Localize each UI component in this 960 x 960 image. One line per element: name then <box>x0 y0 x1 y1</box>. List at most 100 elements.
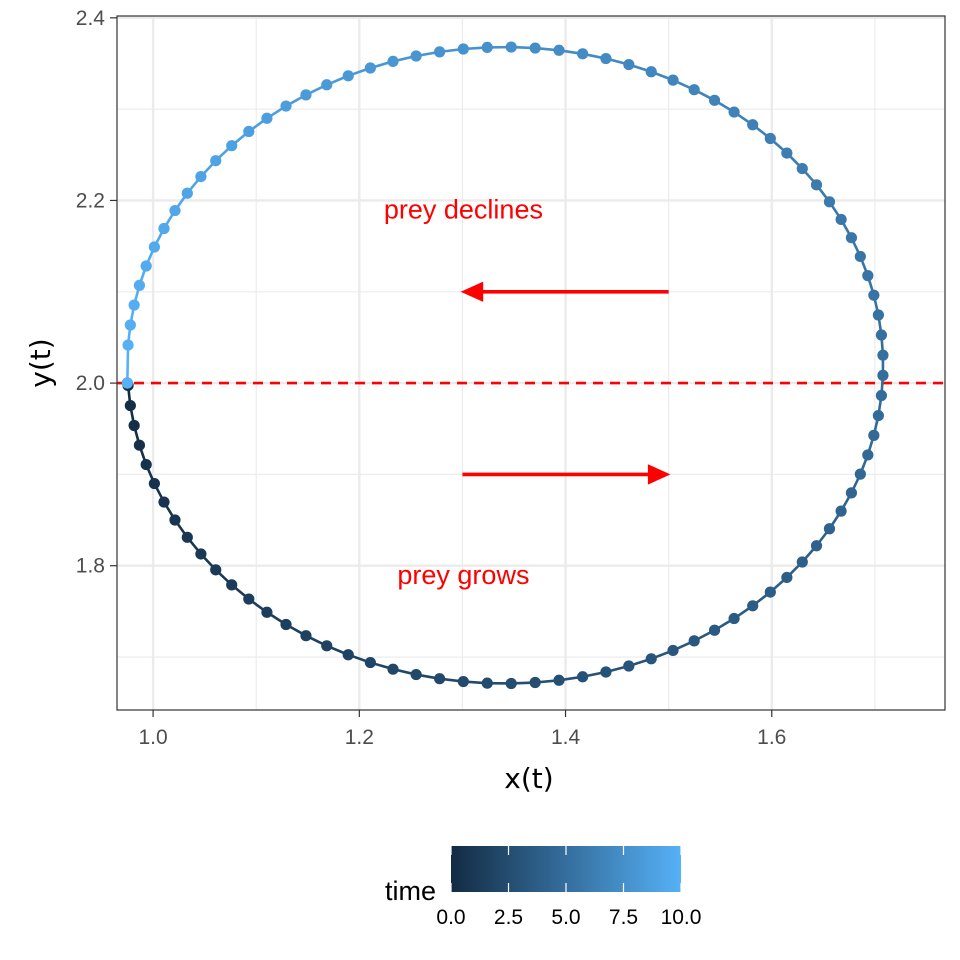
orbit-point <box>364 656 376 669</box>
orbit-point <box>796 556 808 568</box>
orbit-point <box>128 419 140 432</box>
orbit-point <box>261 606 273 618</box>
direction-arrows <box>460 281 671 485</box>
orbit-point <box>158 222 170 235</box>
orbit-point <box>577 671 589 683</box>
orbit-points <box>121 41 889 690</box>
orbit-point <box>387 55 399 67</box>
orbit-point <box>810 540 823 552</box>
legend-ticks: 0.0 2.5 5.0 7.5 10.0 <box>436 846 701 929</box>
orbit-point <box>342 649 354 661</box>
legend-tick-label: 10.0 <box>661 906 702 929</box>
orbit-point <box>623 660 635 672</box>
orbit-point <box>667 74 679 86</box>
orbit-point <box>387 663 399 675</box>
orbit-point <box>321 79 333 91</box>
orbit-point <box>133 279 146 291</box>
orbit-point <box>457 675 469 688</box>
orbit-point <box>529 42 541 54</box>
orbit-point <box>505 677 517 690</box>
orbit-point <box>577 48 589 60</box>
orbit-point <box>124 319 136 331</box>
orbit-point <box>226 579 238 591</box>
y-tick-label: 2.2 <box>76 189 105 212</box>
legend-tick-label: 7.5 <box>609 906 638 929</box>
orbit-point <box>781 571 793 584</box>
orbit-point <box>854 468 866 480</box>
orbit-point <box>169 204 181 217</box>
legend-tick-label: 2.5 <box>494 906 523 929</box>
orbit-point <box>321 640 333 652</box>
orbit-point <box>364 62 376 74</box>
annotation-prey-declines: prey declines <box>384 195 543 225</box>
orbit-point <box>823 196 836 208</box>
orbit-point <box>342 70 354 82</box>
orbit-point <box>868 429 880 441</box>
orbit-point <box>877 349 889 361</box>
orbit-point <box>140 458 152 471</box>
legend-tick-label: 5.0 <box>551 906 580 929</box>
orbit-point <box>747 600 759 612</box>
orbit-point <box>764 586 776 598</box>
orbit-point <box>708 624 721 636</box>
orbit-point <box>645 653 657 665</box>
orbit-point <box>872 409 884 422</box>
orbit-point <box>410 50 422 62</box>
y-tick-label: 2.4 <box>76 7 106 30</box>
orbit-point <box>148 241 160 253</box>
orbit-point <box>433 673 446 685</box>
plot-panel-border <box>116 15 946 711</box>
orbit-point <box>623 58 635 71</box>
orbit-point <box>195 548 207 560</box>
orbit-point <box>600 666 612 678</box>
orbit-point <box>875 329 888 341</box>
x-tick-label: 1.6 <box>757 726 786 749</box>
orbit-point <box>410 668 422 681</box>
color-legend: time 0.0 2.5 5.0 7.5 10.0 <box>385 846 701 929</box>
plot-panel-background <box>117 16 945 710</box>
orbit-point <box>226 140 238 152</box>
orbit-point <box>862 270 874 282</box>
orbit-point <box>708 94 721 106</box>
orbit-point <box>433 46 446 58</box>
orbit-point <box>877 369 889 381</box>
orbit-point <box>148 477 160 490</box>
orbit-point <box>128 299 140 311</box>
orbit-point <box>121 377 133 389</box>
y-tick-label: 1.8 <box>76 555 105 578</box>
orbit-point <box>210 155 222 167</box>
arrow-head <box>460 281 484 302</box>
legend-tick-label: 0.0 <box>436 906 465 929</box>
orbit-point <box>796 162 808 175</box>
orbit-point <box>823 523 836 535</box>
orbit-point <box>457 43 469 55</box>
orbit-point <box>169 514 181 526</box>
orbit-point <box>845 232 858 244</box>
x-axis-title: x(t) <box>504 762 553 795</box>
y-axis-title: y(t) <box>24 338 57 387</box>
orbit-point <box>810 179 823 191</box>
orbit-point <box>781 147 793 159</box>
orbit-point <box>300 630 312 642</box>
orbit-point <box>481 41 493 54</box>
orbit-point <box>122 339 134 351</box>
orbit-point <box>140 260 152 272</box>
orbit-point <box>124 399 136 412</box>
orbit-point <box>875 389 888 402</box>
orbit-point <box>261 112 273 124</box>
orbit-point <box>553 674 565 686</box>
orbit-point <box>728 612 740 625</box>
annotation-prey-grows: prey grows <box>397 560 529 590</box>
orbit-point <box>764 132 776 145</box>
orbit-point <box>280 618 292 631</box>
orbit-point <box>845 487 858 499</box>
orbit-segment <box>126 343 130 385</box>
orbit-point <box>688 84 700 96</box>
orbit-point <box>133 439 146 451</box>
orbit-point <box>195 170 207 183</box>
orbit-point <box>300 89 312 101</box>
orbit-point <box>181 187 193 199</box>
orbit-point <box>210 564 222 576</box>
orbit-point <box>688 635 700 647</box>
